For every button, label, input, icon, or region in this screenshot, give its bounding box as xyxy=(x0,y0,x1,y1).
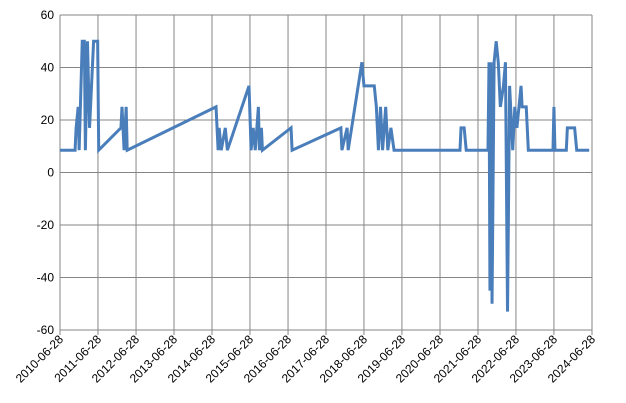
data-line xyxy=(60,39,590,312)
y-tick-label: -60 xyxy=(37,323,55,337)
y-tick-label: 20 xyxy=(41,113,55,127)
y-tick-label: 40 xyxy=(41,61,55,75)
y-tick-label: -40 xyxy=(37,271,55,285)
y-tick-label: 0 xyxy=(47,166,54,180)
y-tick-label: 60 xyxy=(41,8,55,22)
y-tick-label: -20 xyxy=(37,218,55,232)
